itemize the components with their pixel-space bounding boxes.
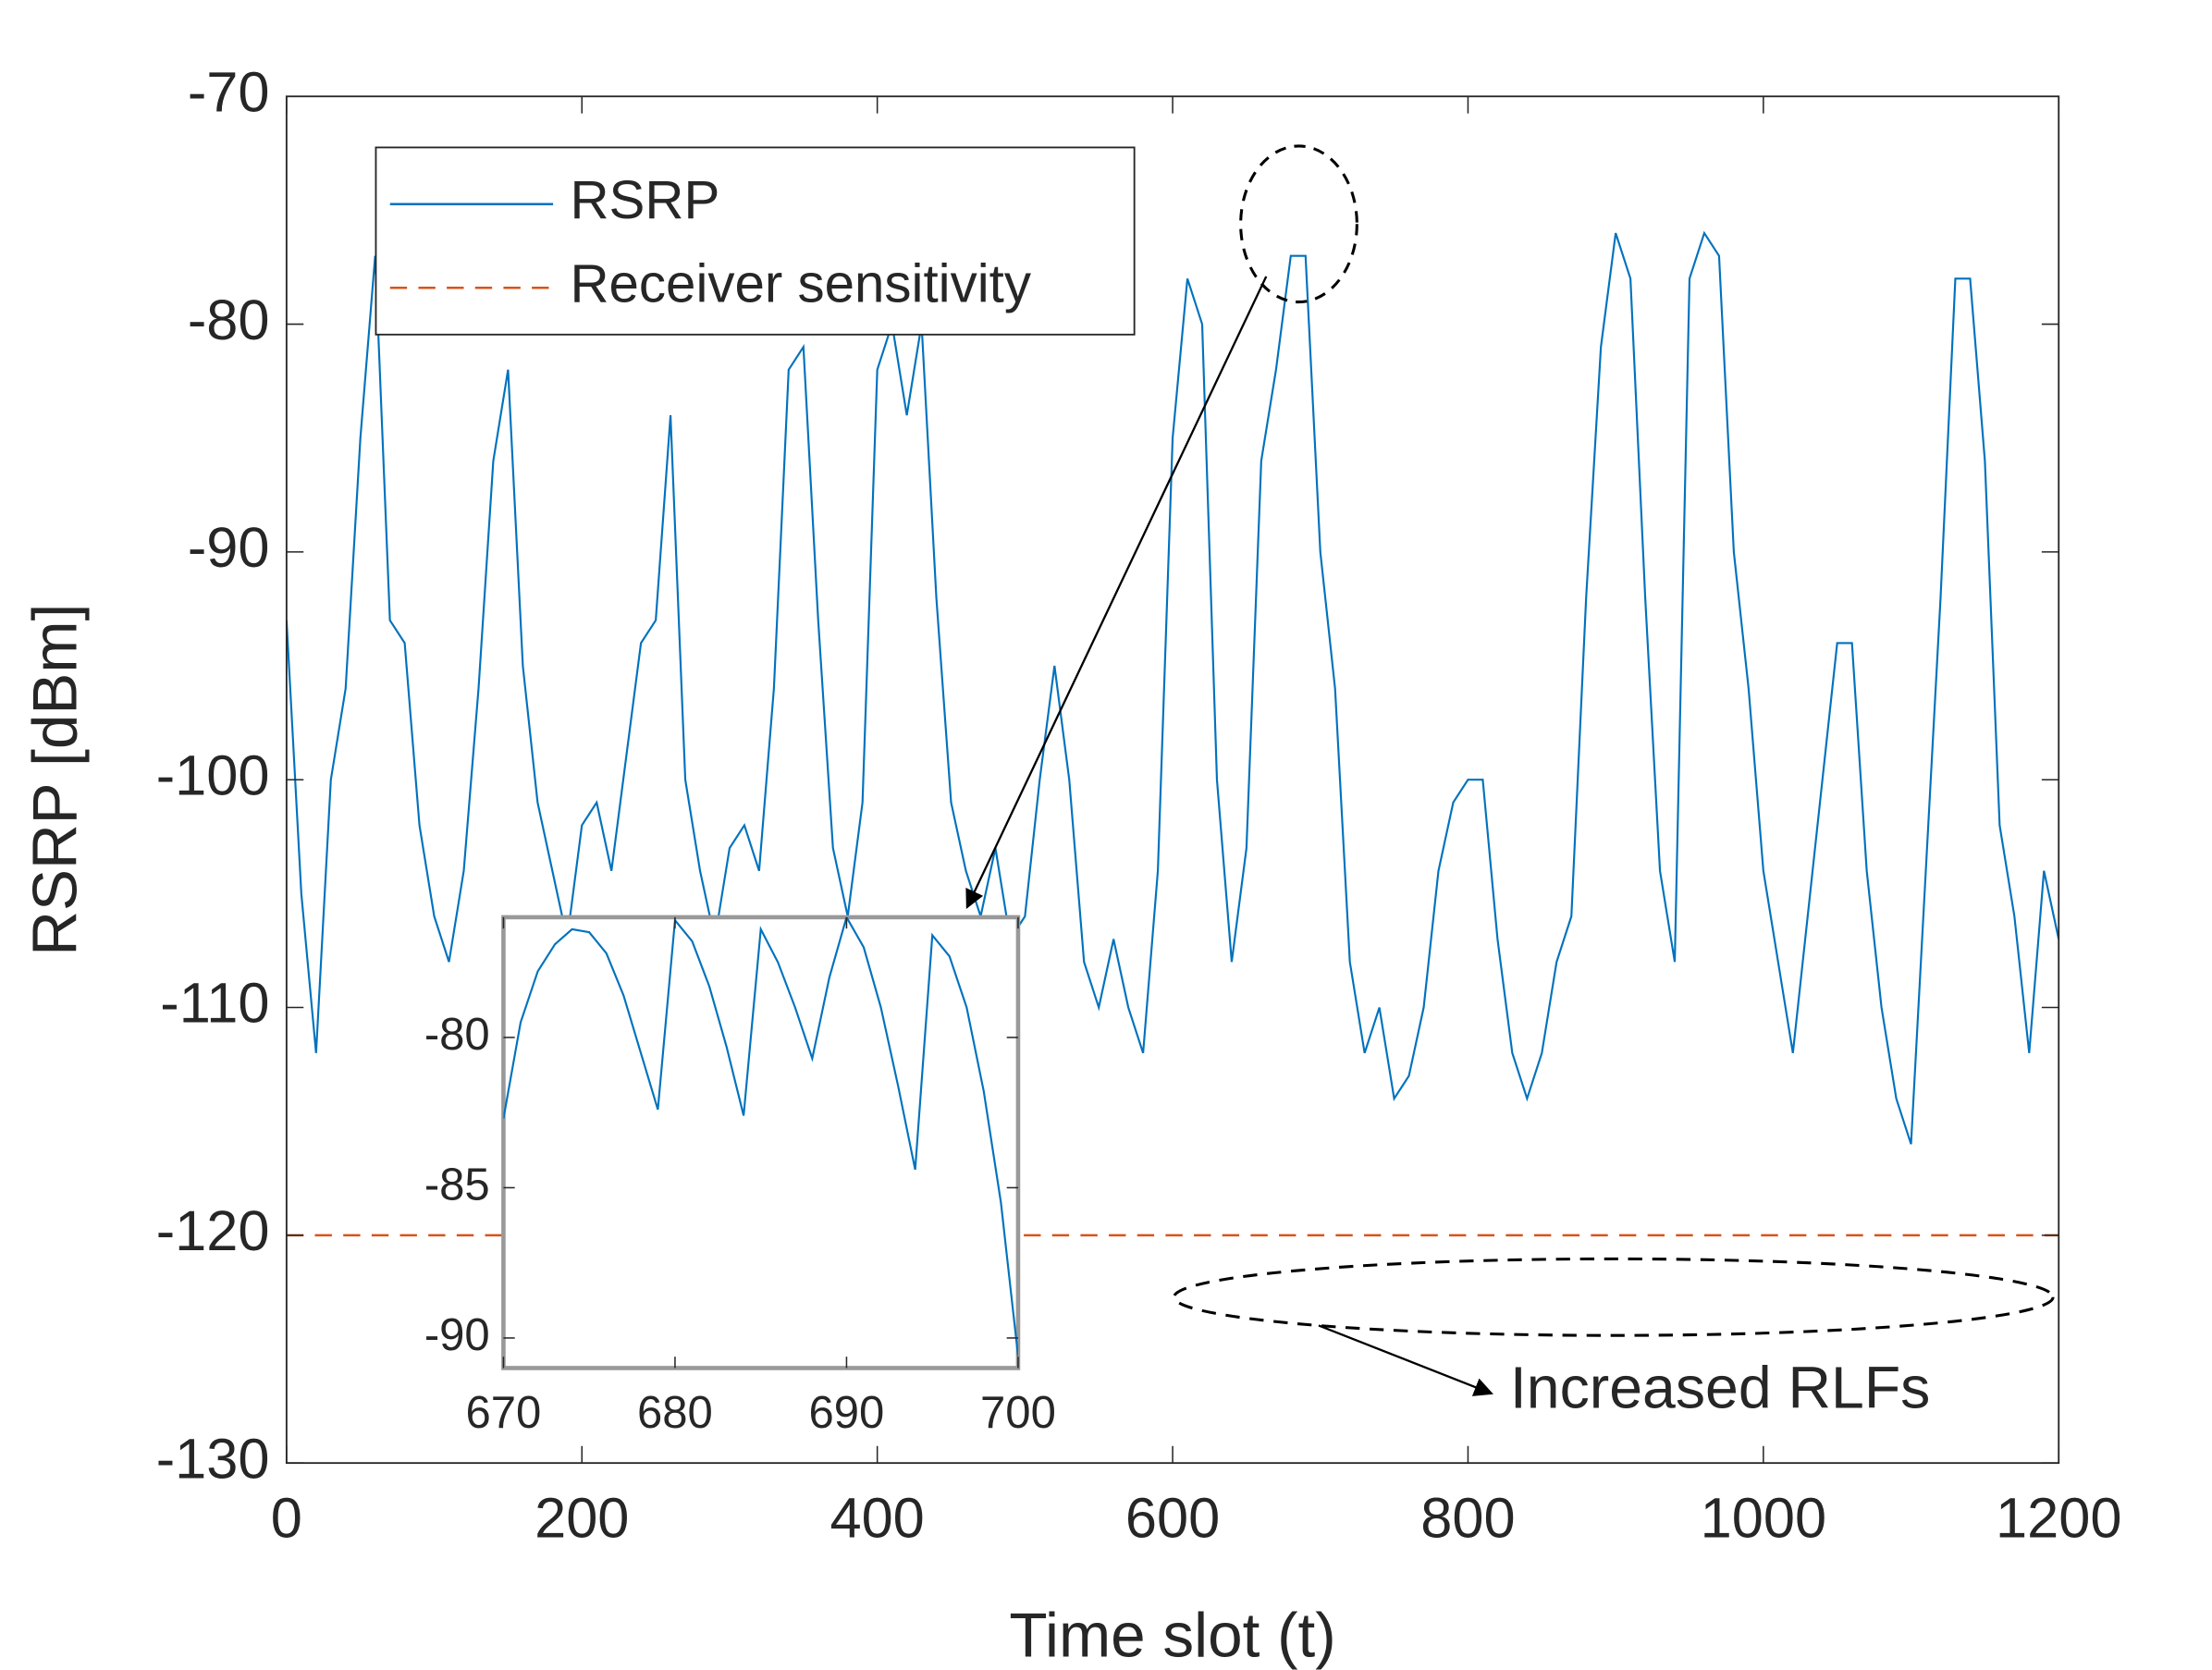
x-tick-label: 670 [466, 1388, 542, 1438]
x-axis-label: Time slot (t) [1009, 1602, 1335, 1670]
y-tick-label: -120 [156, 1198, 270, 1262]
y-tick-label: -70 [188, 59, 270, 123]
rlf-ellipse [1173, 1257, 2055, 1337]
y-tick-label: -85 [424, 1160, 490, 1210]
x-tick-label: 680 [637, 1388, 713, 1438]
legend-label: Receiver sensitivity [570, 254, 1031, 314]
data-line [503, 916, 1018, 1357]
x-tick-label: 800 [1420, 1486, 1515, 1550]
y-tick-label: -130 [156, 1426, 270, 1490]
rlf-arrow [1318, 1324, 1493, 1396]
legend: RSRP Receiver sensitivity [375, 146, 1136, 336]
x-tick-label: 690 [809, 1388, 885, 1438]
y-tick-label: -110 [160, 971, 269, 1035]
x-tick-label: 1200 [1996, 1486, 2121, 1550]
legend-box [375, 146, 1136, 336]
y-tick-label: -90 [424, 1310, 490, 1360]
x-tick-label: 1000 [1701, 1486, 1826, 1550]
x-tick-label: 700 [980, 1388, 1056, 1438]
x-tick-label: 0 [271, 1486, 302, 1550]
x-tick-label: 600 [1125, 1486, 1220, 1550]
legend-label: RSRP [570, 170, 719, 230]
y-tick-label: -100 [156, 743, 270, 806]
highlight-ellipse [1239, 144, 1358, 304]
x-tick-label: 200 [535, 1486, 629, 1550]
y-tick-label: -80 [424, 1010, 490, 1060]
zoom-arrow [965, 276, 1268, 910]
annotation: Increased RLFs [1510, 1355, 1930, 1421]
x-tick-label: 400 [830, 1486, 925, 1550]
y-tick-label: -80 [188, 288, 270, 351]
y-axis-label: RSRP [dBm] [20, 604, 90, 956]
inset-frame [501, 915, 1021, 1370]
data-line [286, 230, 2059, 1145]
y-tick-label: -90 [188, 515, 270, 579]
